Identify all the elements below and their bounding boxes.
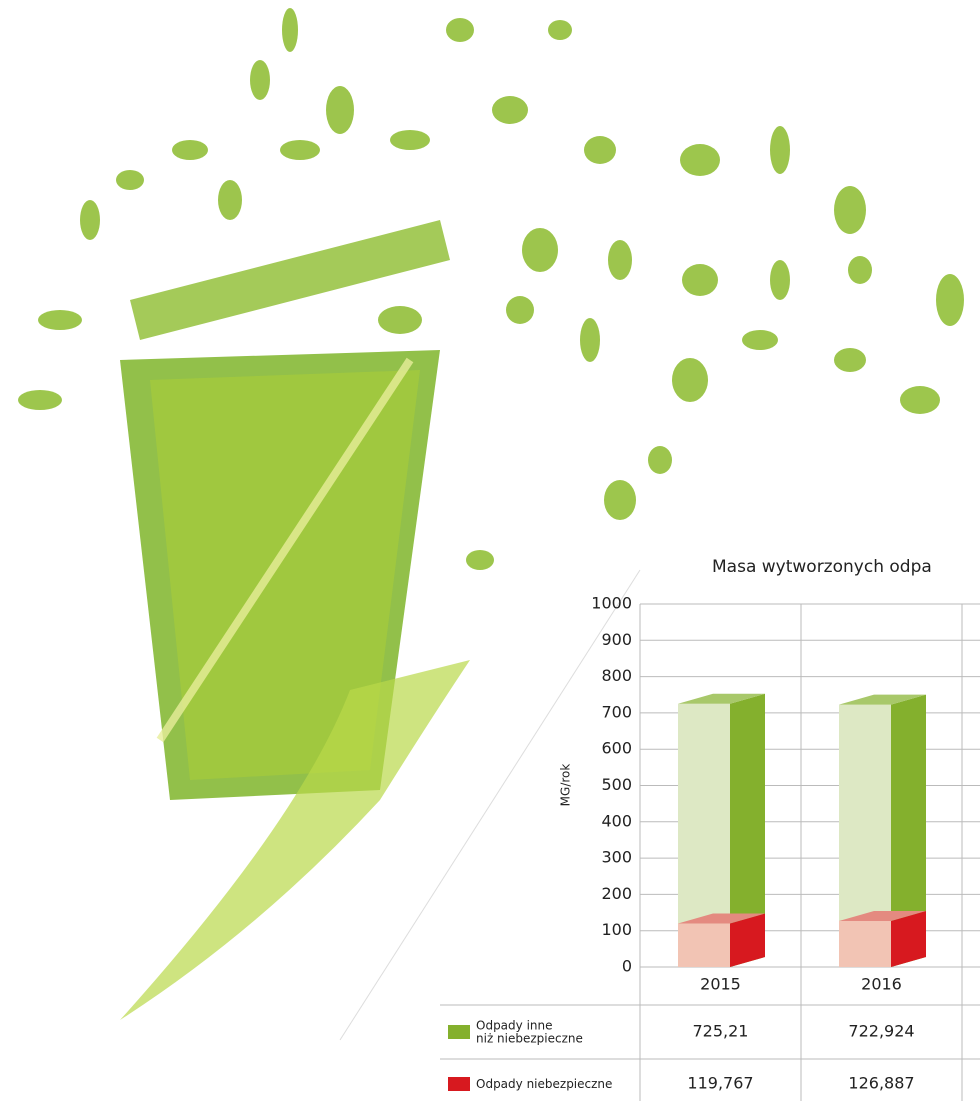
- y-tick-label: 1000: [591, 594, 632, 613]
- legend-label: Odpady niebezpieczne: [476, 1077, 612, 1091]
- chart: Masa wytworzonych odpa MG/rok 0 100 200 300…: [0, 0, 980, 1101]
- y-tick-label: 800: [601, 666, 632, 685]
- bar: [839, 921, 891, 967]
- y-tick-label: 700: [601, 702, 632, 721]
- y-tick-label: 500: [601, 775, 632, 794]
- y-axis-label: MG/rok: [559, 764, 573, 807]
- table-value: 119,767: [687, 1074, 753, 1093]
- page: {"chart_data": {"type": "bar", "title": …: [0, 0, 980, 1101]
- decoration: [18, 8, 964, 1040]
- table-value: 126,887: [848, 1074, 914, 1093]
- bar: [678, 924, 730, 967]
- legend-swatch: [448, 1077, 470, 1091]
- table-value: 725,21: [693, 1022, 749, 1041]
- y-tick-label: 400: [601, 811, 632, 830]
- x-tick-label: 2016: [861, 975, 902, 994]
- legend-swatch: [448, 1025, 470, 1039]
- y-tick-label: 600: [601, 739, 632, 758]
- y-tick-label: 300: [601, 848, 632, 867]
- x-tick-label: 2015: [700, 975, 741, 994]
- table-value: 722,924: [848, 1022, 914, 1041]
- y-tick-label: 200: [601, 884, 632, 903]
- y-tick-label: 900: [601, 630, 632, 649]
- y-tick-label: 100: [601, 920, 632, 939]
- y-tick-label: 0: [622, 957, 632, 976]
- chart-title: Masa wytworzonych odpa: [712, 557, 932, 577]
